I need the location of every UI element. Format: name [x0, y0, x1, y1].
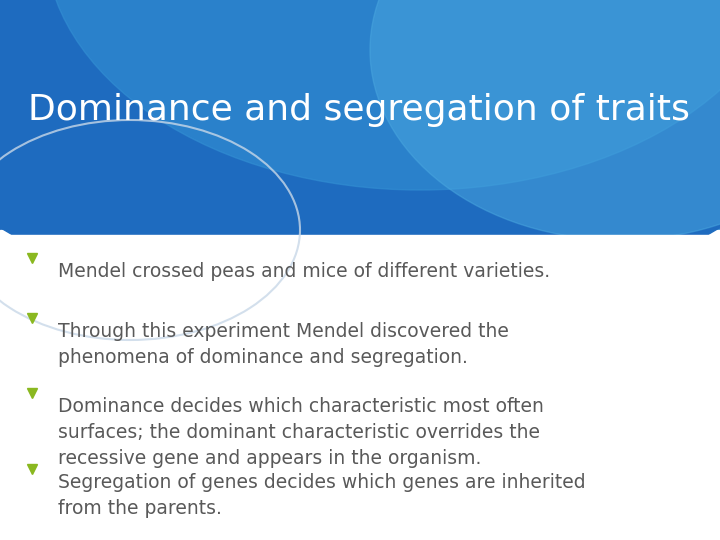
Text: Mendel crossed peas and mice of different varieties.: Mendel crossed peas and mice of differen…	[58, 262, 550, 281]
Text: Segregation of genes decides which genes are inherited
from the parents.: Segregation of genes decides which genes…	[58, 473, 585, 518]
Bar	[0, 0, 720, 230]
Ellipse shape	[45, 0, 720, 190]
Ellipse shape	[230, 0, 720, 300]
Text: Through this experiment Mendel discovered the
phenomena of dominance and segrega: Through this experiment Mendel discovere…	[58, 322, 509, 367]
Bar	[0, 235, 720, 540]
Ellipse shape	[0, 0, 720, 320]
Text: Dominance decides which characteristic most often
surfaces; the dominant charact: Dominance decides which characteristic m…	[58, 397, 544, 468]
Text: Dominance and segregation of traits: Dominance and segregation of traits	[28, 93, 690, 127]
Ellipse shape	[0, 0, 720, 350]
Bar	[0, 230, 720, 540]
Ellipse shape	[370, 0, 720, 240]
